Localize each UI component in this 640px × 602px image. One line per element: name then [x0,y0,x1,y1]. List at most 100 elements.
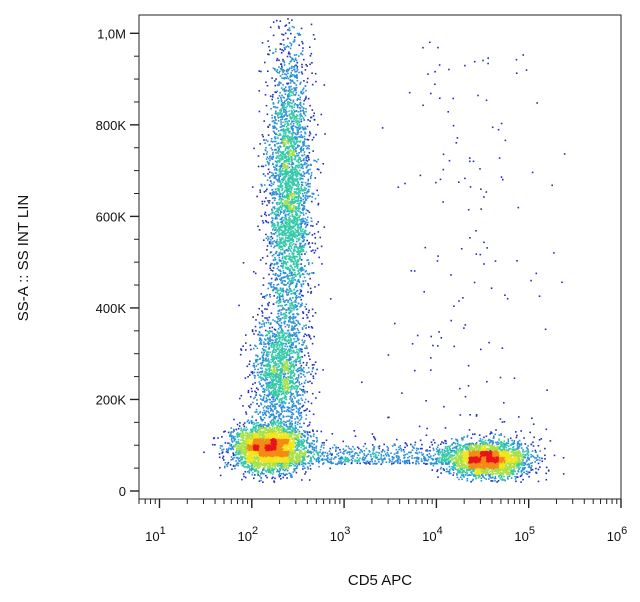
event-dot [288,132,291,134]
event-dot [293,120,295,123]
event-dot [305,414,308,416]
event-dot [272,173,274,175]
event-dot [279,384,282,387]
event-dot [297,331,300,334]
event-dot [293,114,295,117]
event-dot [289,210,291,212]
event-dot [285,262,287,265]
event-dot [277,328,280,330]
event-dot [286,294,289,296]
event-dot [302,149,304,151]
event-dot [278,355,281,358]
event-dot [297,170,299,173]
event-dot [292,334,295,337]
event-dot [275,403,277,405]
event-dot [298,118,300,120]
event-dot [282,50,285,52]
event-dot [281,406,284,409]
event-dot [281,344,284,347]
event-dot [285,217,287,220]
event-dot [296,146,299,148]
event-dot [286,277,289,280]
event-dot [268,242,271,245]
event-dot [276,348,278,351]
event-dot [282,179,285,181]
event-dot [286,393,288,395]
event-dot [273,131,276,134]
event-dot [313,112,315,115]
event-dot [298,152,300,154]
event-dot [268,316,271,319]
event-dot [287,155,289,158]
event-dot [274,145,276,147]
event-dot [291,273,293,276]
event-dot [278,66,280,68]
event-dot [294,346,296,349]
event-dot [285,392,287,394]
event-dot [283,160,286,162]
event-dot [268,273,270,276]
event-dot [275,168,278,171]
event-dot [287,348,290,351]
event-dot [274,329,277,331]
event-dot [272,120,275,122]
event-dot [279,289,281,291]
event-dot [283,397,286,400]
event-dot [274,373,277,375]
event-dot [294,316,297,318]
event-dot [276,301,278,303]
event-dot [285,135,288,138]
event-dot [299,367,301,369]
event-dot [274,394,277,396]
event-dot [282,252,284,254]
event-dot [266,353,268,355]
event-dot [250,387,253,390]
event-dot [305,97,307,99]
event-dot [293,68,295,71]
event-dot [290,200,293,203]
event-dot [279,317,282,320]
event-dot [281,231,283,234]
event-dot [288,140,290,143]
event-dot [290,260,292,263]
event-dot [272,319,274,321]
event-dot [288,379,290,382]
event-dot [287,266,290,269]
event-dot [287,388,289,391]
event-dot [306,81,309,84]
event-dot [304,201,306,204]
event-dot [313,159,315,162]
event-dot [266,317,268,319]
event-dot [293,219,295,222]
event-dot [281,350,283,353]
event-dot [297,355,299,358]
event-dot [286,206,289,209]
event-dot [294,269,296,272]
event-dot [271,224,274,227]
event-dot [267,287,269,290]
event-dot [280,123,282,125]
event-dot [289,362,291,364]
event-dot [279,205,282,207]
event-dot [281,257,284,260]
event-dot [277,363,280,365]
event-dot [267,367,270,370]
event-dot [297,390,299,393]
event-dot [284,164,286,166]
event-dot [292,369,295,371]
event-dot [258,307,260,310]
event-dot [311,364,314,366]
event-dot [260,333,263,336]
event-dot [296,105,299,108]
event-dot [302,89,304,91]
event-dot [278,181,281,183]
event-dot [298,145,300,147]
event-dot [286,345,289,348]
event-dot [287,239,289,242]
event-dot [275,390,277,392]
event-dot [284,402,286,405]
event-dot [267,173,269,175]
event-dot [294,184,297,187]
event-dot [288,426,290,429]
event-dot [277,97,279,99]
